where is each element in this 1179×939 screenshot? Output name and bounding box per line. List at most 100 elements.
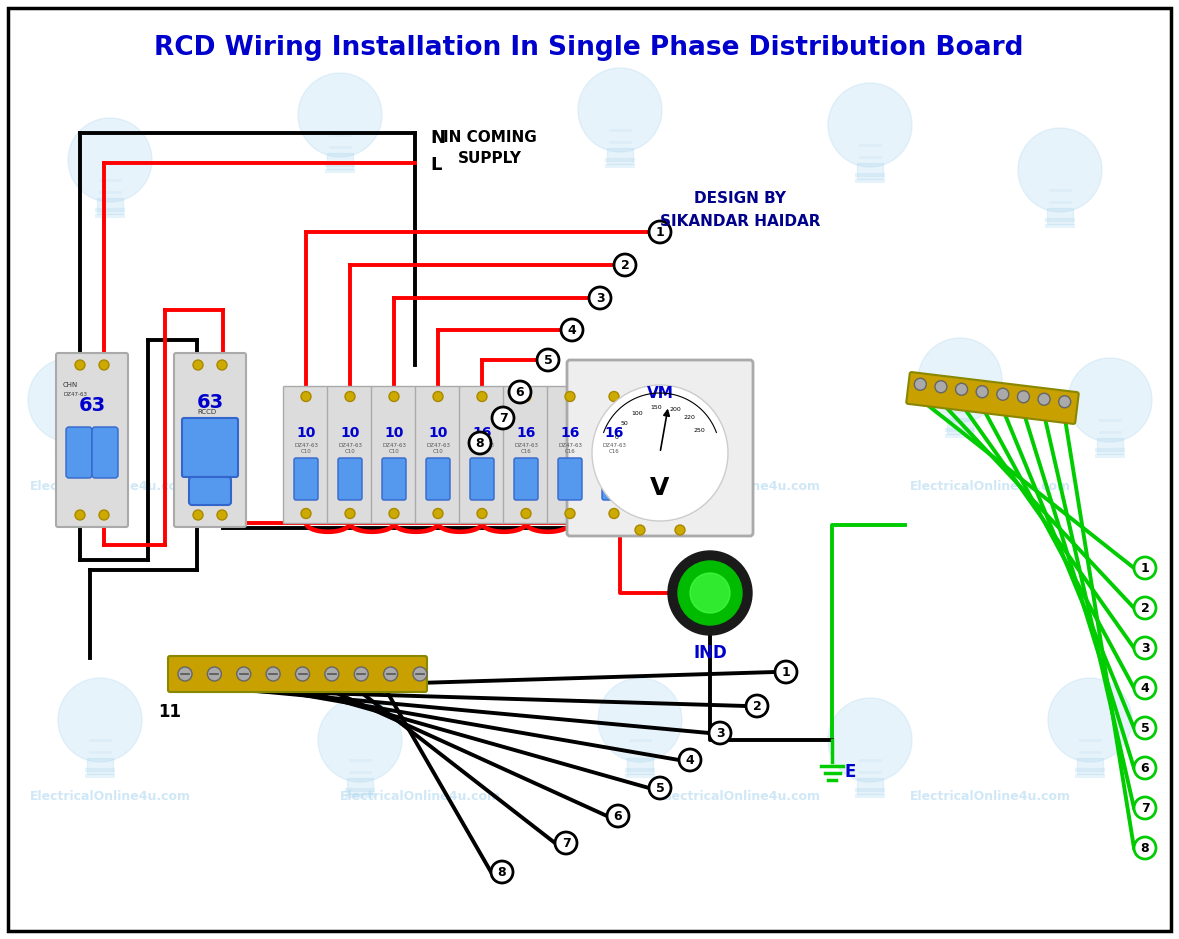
- Text: 200: 200: [670, 408, 681, 412]
- Text: 50: 50: [621, 421, 628, 426]
- Text: C10: C10: [433, 449, 443, 454]
- Text: 1: 1: [1140, 562, 1150, 575]
- Circle shape: [354, 667, 368, 681]
- Circle shape: [648, 777, 671, 799]
- Circle shape: [193, 360, 203, 370]
- FancyBboxPatch shape: [470, 458, 494, 500]
- Circle shape: [561, 319, 582, 341]
- Circle shape: [75, 360, 85, 370]
- Text: 4: 4: [686, 753, 694, 766]
- Circle shape: [828, 698, 913, 782]
- Circle shape: [690, 573, 730, 613]
- Text: 16: 16: [560, 426, 580, 440]
- Text: 10: 10: [296, 426, 316, 440]
- Circle shape: [298, 73, 382, 157]
- Text: 2: 2: [1140, 602, 1150, 614]
- Text: DZ47-63: DZ47-63: [470, 442, 494, 448]
- Text: C16: C16: [565, 449, 575, 454]
- Text: 2: 2: [752, 700, 762, 713]
- Text: ElectricalOnline4u.com: ElectricalOnline4u.com: [29, 790, 191, 803]
- Text: VM: VM: [646, 386, 673, 401]
- Text: DZ47-63: DZ47-63: [62, 392, 87, 396]
- Circle shape: [775, 661, 797, 683]
- Circle shape: [237, 667, 251, 681]
- Circle shape: [536, 349, 559, 371]
- Circle shape: [28, 358, 112, 442]
- Text: IN COMING
SUPPLY: IN COMING SUPPLY: [443, 130, 536, 166]
- Text: 16: 16: [516, 426, 535, 440]
- Bar: [857, 163, 883, 179]
- Circle shape: [490, 861, 513, 883]
- Text: N: N: [430, 129, 444, 147]
- Bar: [57, 438, 83, 454]
- Text: CHN: CHN: [62, 382, 78, 388]
- Circle shape: [610, 509, 619, 518]
- Bar: [857, 778, 883, 794]
- Text: E: E: [844, 763, 856, 781]
- Circle shape: [610, 392, 619, 402]
- Circle shape: [389, 509, 399, 518]
- Circle shape: [521, 392, 531, 402]
- Circle shape: [955, 383, 968, 395]
- Circle shape: [592, 385, 727, 521]
- Text: 10: 10: [384, 426, 403, 440]
- Text: DZ47-63: DZ47-63: [338, 442, 362, 448]
- Circle shape: [178, 667, 192, 681]
- FancyBboxPatch shape: [602, 458, 626, 500]
- Bar: [627, 758, 653, 774]
- Text: 8: 8: [498, 866, 506, 879]
- Circle shape: [1134, 757, 1155, 779]
- Text: 6: 6: [614, 809, 623, 823]
- Circle shape: [578, 68, 661, 152]
- Bar: [1047, 208, 1073, 224]
- Text: 8: 8: [1141, 841, 1150, 854]
- Circle shape: [266, 667, 281, 681]
- Circle shape: [477, 509, 487, 518]
- Circle shape: [555, 832, 577, 854]
- Text: ElectricalOnline4u.com: ElectricalOnline4u.com: [340, 790, 501, 803]
- Circle shape: [678, 561, 742, 625]
- Text: 1: 1: [656, 225, 665, 239]
- Circle shape: [477, 392, 487, 402]
- Circle shape: [598, 678, 681, 762]
- Circle shape: [433, 392, 443, 402]
- Text: DESIGN BY
SIKANDAR HAIDAR: DESIGN BY SIKANDAR HAIDAR: [660, 192, 821, 228]
- Text: ElectricalOnline4u.com: ElectricalOnline4u.com: [660, 790, 821, 803]
- Circle shape: [1068, 358, 1152, 442]
- Circle shape: [383, 667, 397, 681]
- Text: 4: 4: [1140, 682, 1150, 695]
- Text: 63: 63: [197, 393, 224, 411]
- FancyBboxPatch shape: [283, 387, 329, 524]
- Bar: [327, 153, 353, 169]
- FancyBboxPatch shape: [382, 458, 406, 500]
- Circle shape: [492, 407, 514, 429]
- Circle shape: [318, 698, 402, 782]
- Circle shape: [296, 667, 310, 681]
- Circle shape: [590, 287, 611, 309]
- Circle shape: [746, 695, 768, 717]
- Text: 11: 11: [158, 703, 182, 721]
- Circle shape: [509, 381, 531, 403]
- Text: DZ47-63: DZ47-63: [602, 442, 626, 448]
- FancyBboxPatch shape: [55, 353, 129, 527]
- Text: C16: C16: [608, 449, 619, 454]
- Text: 7: 7: [561, 837, 571, 850]
- Circle shape: [345, 509, 355, 518]
- Text: 2: 2: [620, 258, 630, 271]
- Text: DZ47-63: DZ47-63: [294, 442, 318, 448]
- Bar: [947, 418, 973, 434]
- Text: C10: C10: [344, 449, 355, 454]
- FancyBboxPatch shape: [567, 360, 753, 536]
- Circle shape: [996, 388, 1009, 400]
- Circle shape: [614, 254, 635, 276]
- Circle shape: [1059, 395, 1071, 408]
- Text: 3: 3: [595, 291, 605, 304]
- Circle shape: [58, 678, 141, 762]
- FancyBboxPatch shape: [547, 387, 593, 524]
- FancyBboxPatch shape: [189, 477, 231, 505]
- Circle shape: [1017, 391, 1029, 403]
- Circle shape: [433, 509, 443, 518]
- FancyBboxPatch shape: [328, 387, 373, 524]
- Circle shape: [75, 510, 85, 520]
- FancyBboxPatch shape: [66, 427, 92, 478]
